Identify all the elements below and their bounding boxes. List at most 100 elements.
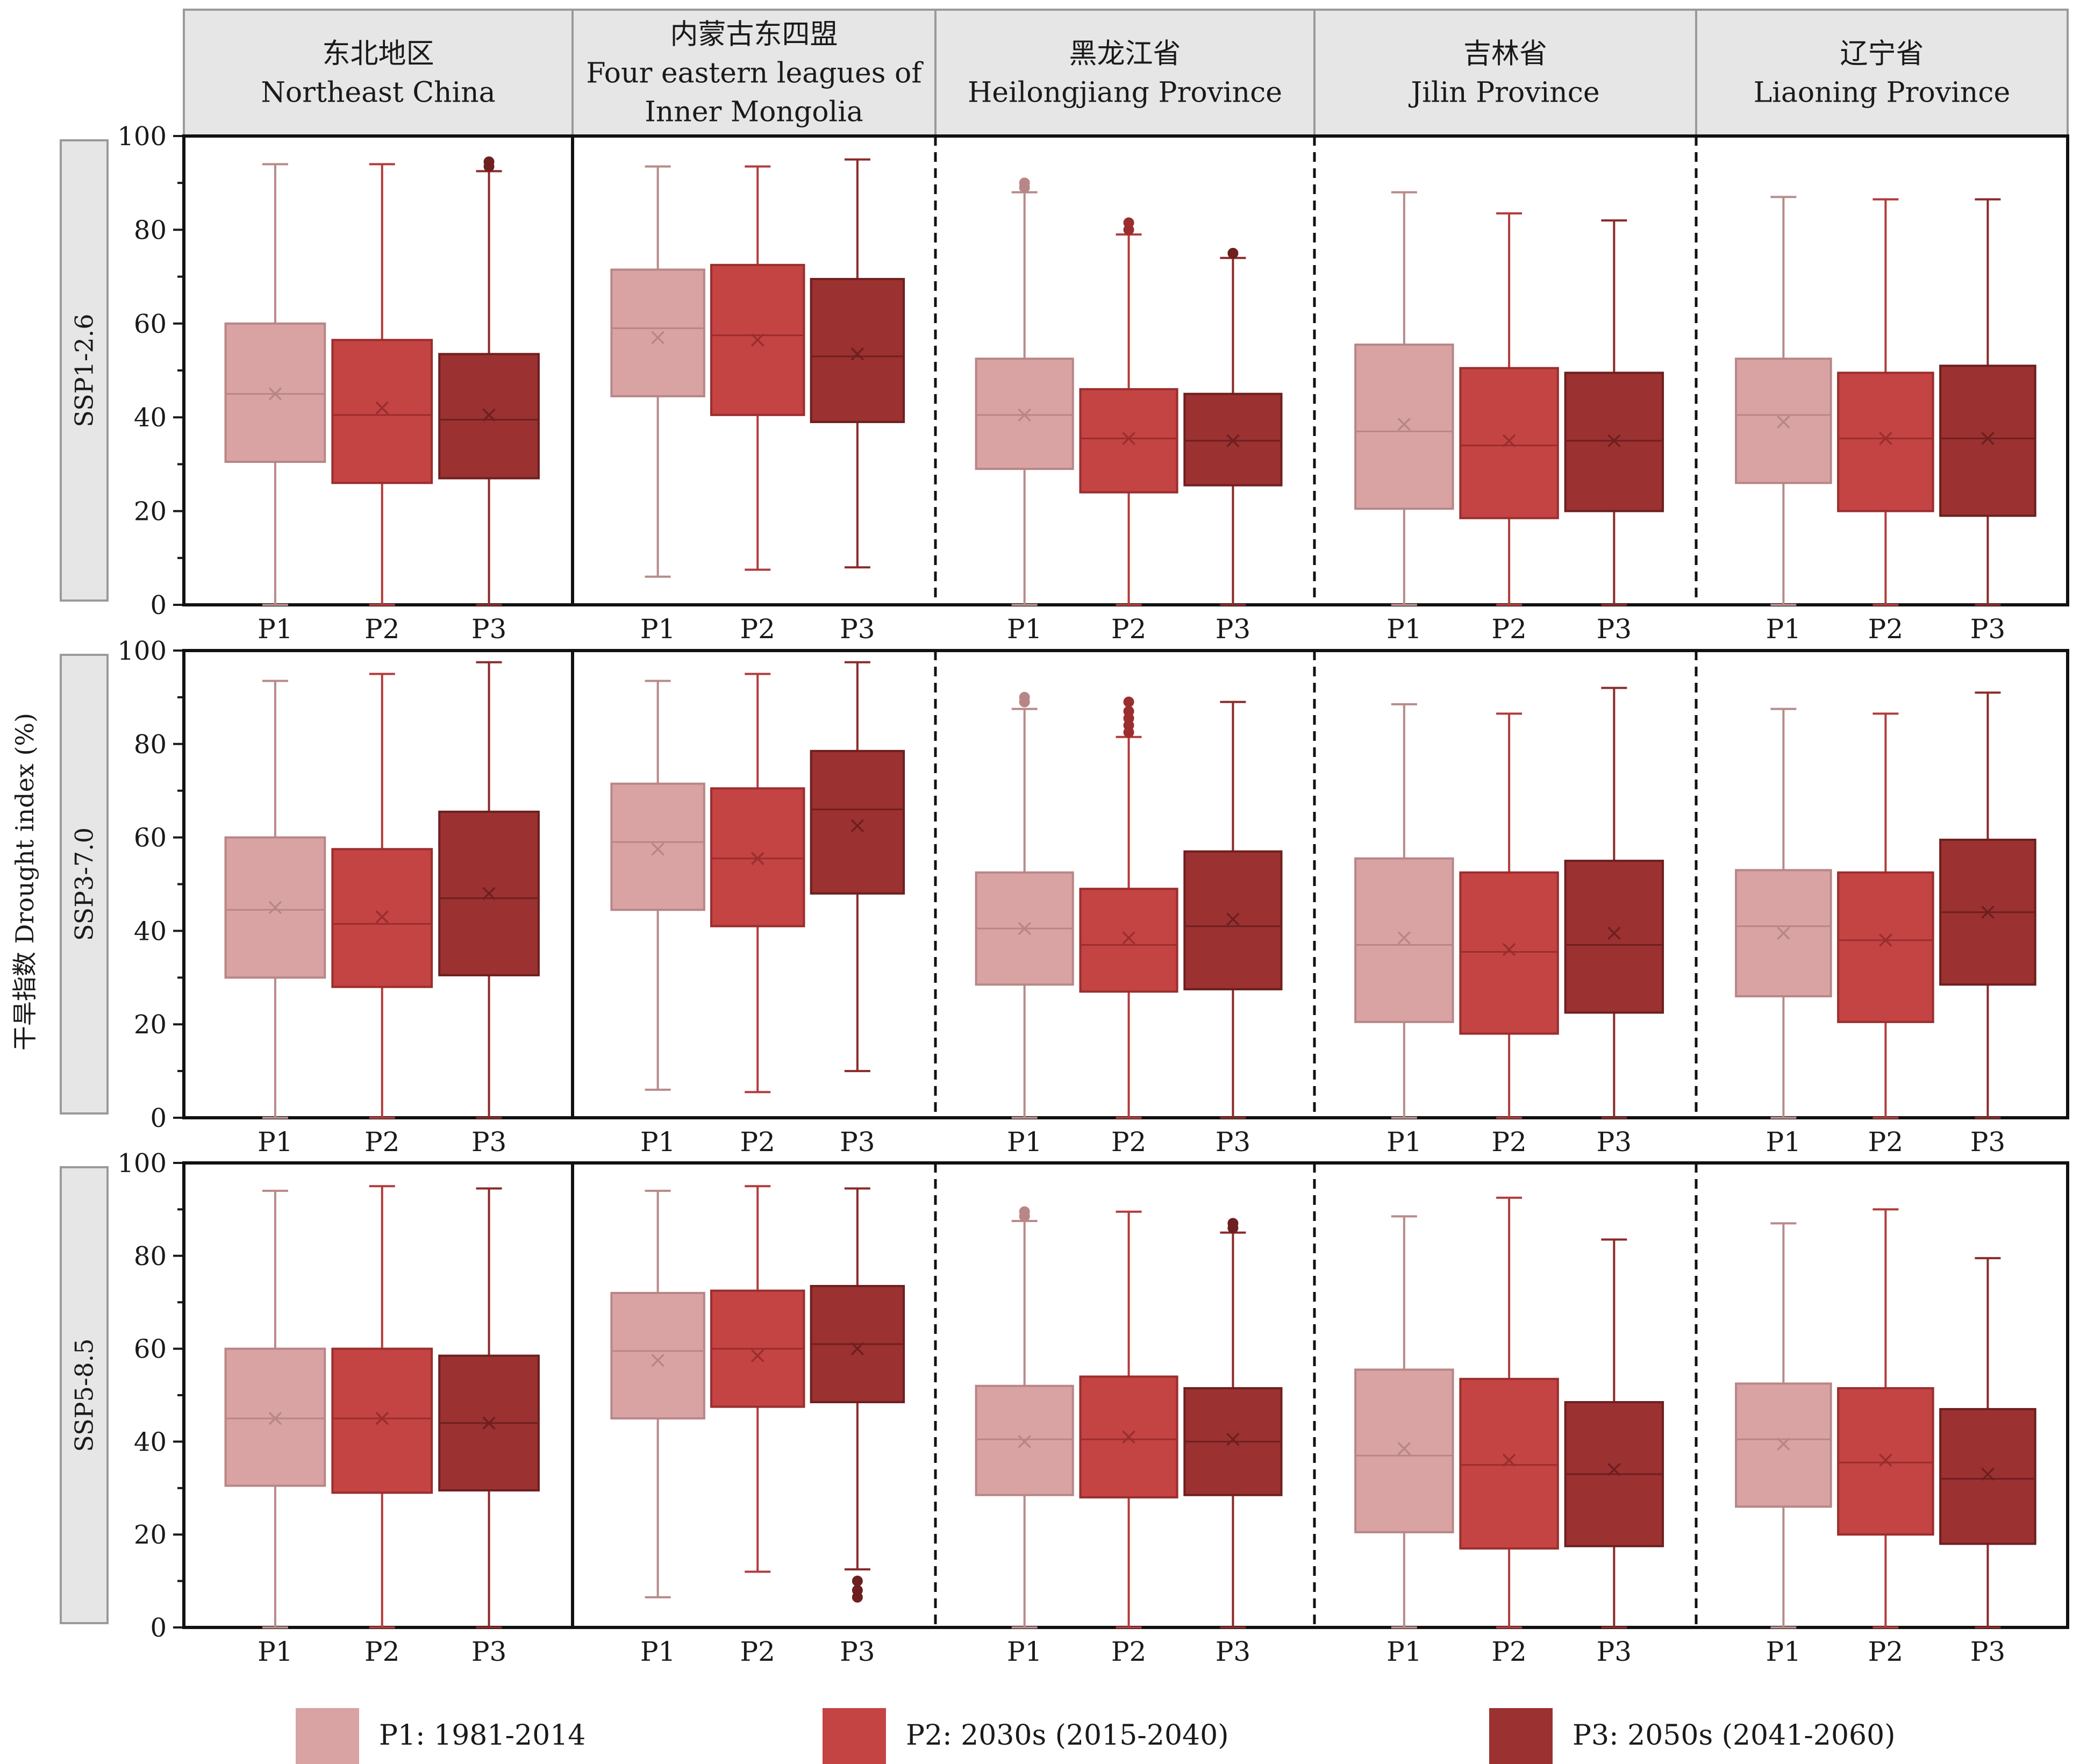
box-p2: P2 [1837, 1208, 1934, 1667]
mean-marker [850, 819, 864, 833]
x-tick-label: P3 [840, 613, 875, 645]
row-label-bg [60, 1166, 109, 1624]
box-p1: P1 [224, 1189, 326, 1667]
box-p2: P2 [710, 1185, 805, 1667]
column-header: 内蒙古东四盟 Four eastern leagues of Inner Mongo… [571, 9, 937, 137]
box-iqr [1459, 1377, 1559, 1550]
column-header-en: Inner Mongolia [645, 96, 863, 128]
column-header-en: Four eastern leagues of [586, 58, 924, 90]
box-p2: P2 [710, 165, 805, 645]
column-header-cn: 吉林省 [1463, 38, 1547, 70]
outlier-point [1123, 696, 1134, 708]
box-p3: P3 [1183, 1218, 1283, 1667]
box-iqr [1354, 857, 1454, 1023]
column-header: 黑龙江省 Heilongjiang Province [934, 9, 1316, 137]
outlier-point [1019, 1206, 1030, 1217]
box-p3: P3 [1564, 1238, 1664, 1667]
mean-marker [1226, 434, 1240, 448]
outlier-point [852, 1584, 863, 1596]
y-tick-label: 0 [150, 1103, 167, 1133]
box-iqr [1079, 888, 1178, 993]
box-p1: P1 [610, 680, 705, 1158]
column-header-en: Heilongjiang Province [968, 77, 1282, 109]
x-tick-label: P1 [1766, 613, 1801, 645]
mean-marker [751, 333, 764, 347]
mean-marker [751, 1349, 764, 1362]
x-tick-label: P2 [1111, 613, 1146, 645]
box-p1: P1 [1354, 191, 1454, 645]
box-p3: P3 [1939, 1257, 2036, 1667]
row-label-bg [60, 654, 109, 1115]
column-header: 东北地区 Northeast China [183, 9, 574, 137]
mean-marker [482, 1416, 496, 1430]
mean-marker [1226, 1432, 1240, 1446]
mean-marker [1879, 1453, 1892, 1467]
x-tick-label: P1 [640, 613, 675, 645]
mean-marker [1502, 1453, 1516, 1467]
x-tick-label: P1 [258, 613, 292, 645]
box-iqr [975, 1384, 1074, 1496]
column-header-cn: 内蒙古东四盟 [670, 19, 838, 51]
box-p1: P1 [1735, 708, 1832, 1158]
mean-marker [268, 387, 282, 401]
box-iqr [610, 268, 705, 397]
box-p1: P1 [1735, 1222, 1832, 1667]
x-tick-label: P2 [740, 1636, 775, 1667]
x-tick-label: P3 [471, 1126, 506, 1158]
mean-marker [1018, 1435, 1031, 1448]
column-header-bg [1695, 9, 2069, 137]
x-tick-label: P2 [1491, 613, 1526, 645]
x-tick-label: P1 [1386, 613, 1421, 645]
box-iqr [810, 277, 905, 423]
mean-marker [1226, 912, 1240, 926]
x-tick-label: P1 [1386, 1126, 1421, 1158]
box-p2: P2 [1079, 1210, 1178, 1667]
box-iqr [1837, 871, 1934, 1023]
x-tick-label: P3 [471, 1636, 506, 1667]
y-tick-label: 0 [150, 1613, 167, 1643]
x-tick-label: P1 [1007, 613, 1042, 645]
box-p3: P3 [1939, 691, 2036, 1158]
y-tick-label: 40 [134, 916, 167, 946]
x-tick-label: P2 [1868, 613, 1903, 645]
box-p2: P2 [331, 1185, 433, 1667]
legend: P1: 1981-2014 P2: 2030s (2015-2040) P3: 20… [296, 1708, 1896, 1764]
x-tick-label: P1 [640, 1126, 675, 1158]
y-tick-label: 100 [117, 122, 167, 152]
x-tick-label: P2 [1491, 1126, 1526, 1158]
box-p2: P2 [1459, 712, 1559, 1158]
row-label-text: SSP5-8.5 [70, 1338, 99, 1452]
legend-label: P2: 2030s (2015-2040) [906, 1719, 1229, 1752]
mean-marker [1018, 922, 1031, 935]
y-tick-label: 60 [134, 1334, 167, 1365]
x-tick-label: P1 [1766, 1126, 1801, 1158]
box-p1: P1 [224, 163, 326, 645]
box-iqr [610, 782, 705, 911]
outlier-point [852, 1575, 863, 1587]
box-iqr [1939, 365, 2036, 517]
x-tick-label: P1 [1386, 1636, 1421, 1667]
y-tick-label: 60 [134, 309, 167, 339]
box-p3: P3 [810, 661, 905, 1158]
mean-marker [268, 1411, 282, 1425]
box-p1: P1 [1354, 1215, 1454, 1667]
legend-swatch [823, 1708, 886, 1764]
box-p3: P3 [1564, 687, 1664, 1158]
mean-marker [850, 1342, 864, 1355]
box-iqr [331, 1347, 433, 1494]
box-p3: P3 [1183, 701, 1283, 1158]
y-tick-label: 20 [134, 1010, 167, 1040]
mean-marker [1397, 418, 1411, 431]
x-tick-label: P3 [1970, 613, 2005, 645]
mean-marker [1502, 434, 1516, 448]
x-tick-label: P3 [1597, 1636, 1632, 1667]
box-p2: P2 [1079, 217, 1178, 645]
x-tick-label: P1 [1007, 1636, 1042, 1667]
box-iqr [1459, 871, 1559, 1035]
outlier-point [483, 156, 495, 167]
column-header-bg [1313, 9, 1697, 137]
column-header-cn: 辽宁省 [1840, 38, 1924, 70]
box-p3: P3 [1564, 219, 1664, 645]
y-tick-label: 20 [134, 497, 167, 527]
outlier-point [1019, 177, 1030, 189]
